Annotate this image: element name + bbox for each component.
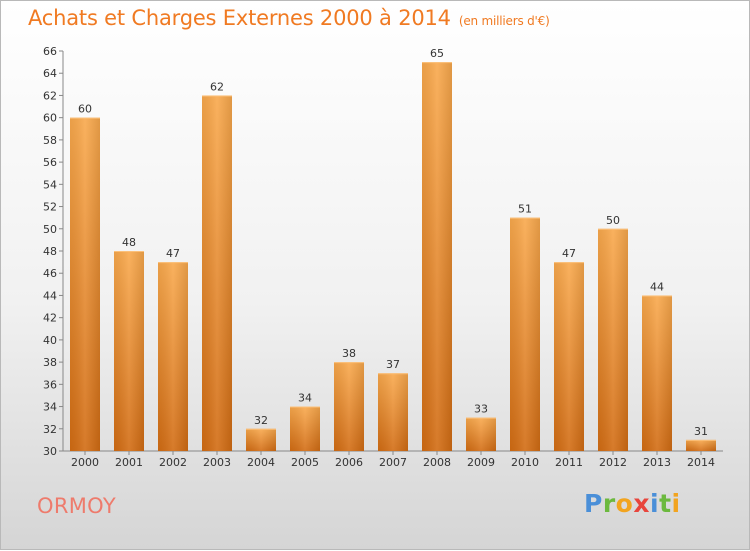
labels: 2000 60 2001 48 2002 47 2003 62 2004 32 2005 34 2006… [71,47,715,469]
bar-shade [202,95,232,451]
y-tick-label: 58 [43,134,57,147]
y-tick-label: 38 [43,356,57,369]
data-label: 31 [694,425,708,438]
data-label: 50 [606,214,620,227]
y-tick-label: 64 [43,67,57,80]
x-tick-label: 2005 [291,456,319,469]
x-tick-label: 2014 [687,456,715,469]
x-tick-label: 2000 [71,456,99,469]
data-label: 44 [650,280,664,293]
data-label: 34 [298,392,312,405]
data-label: 51 [518,203,532,216]
y-tick-label: 62 [43,89,57,102]
x-tick-label: 2013 [643,456,671,469]
data-label: 33 [474,403,488,416]
y-tick-label: 52 [43,201,57,214]
x-tick-label: 2004 [247,456,275,469]
data-label: 38 [342,347,356,360]
proxiti-logo: Proxiti [584,489,681,518]
y-tick-label: 56 [43,156,57,169]
x-tick-label: 2012 [599,456,627,469]
data-label: 65 [430,47,444,60]
commune-name: ORMOY [37,494,116,518]
y-tick-label: 34 [43,401,57,414]
bar-shade [70,117,100,452]
y-tick-label: 60 [43,112,57,125]
data-label: 37 [386,358,400,371]
logo-letter: o [615,489,634,518]
bar-shade [642,295,672,451]
x-tick-label: 2007 [379,456,407,469]
y-tick-label: 48 [43,245,57,258]
x-tick-label: 2011 [555,456,583,469]
y-tick-label: 50 [43,223,57,236]
y-tick-label: 66 [43,45,57,58]
x-tick-label: 2006 [335,456,363,469]
y-tick-label: 54 [43,178,57,191]
logo-letter: r [602,489,616,518]
bar-shade [334,362,364,451]
bar-shade [598,228,628,451]
chart-title: Achats et Charges Externes 2000 à 2014 (e… [28,6,550,30]
bar-shade [510,217,540,451]
chart-unit: (en milliers d'€) [458,14,550,28]
logo-letter: i [671,489,681,518]
x-tick-label: 2008 [423,456,451,469]
logo-letter: P [584,489,603,518]
x-tick-label: 2001 [115,456,143,469]
logo-letter: t [659,489,672,518]
data-label: 62 [210,80,224,93]
logo-letter: i [650,489,660,518]
data-label: 48 [122,236,136,249]
x-tick-label: 2003 [203,456,231,469]
y-tick-label: 40 [43,334,57,347]
y-tick-label: 44 [43,289,57,302]
chart-title-text: Achats et Charges Externes 2000 à 2014 [28,6,451,30]
y-tick-label: 42 [43,312,57,325]
data-label: 60 [78,103,92,116]
bar-shade [114,251,144,451]
data-label: 47 [562,247,576,260]
bar-shade [422,62,452,451]
bars [70,62,716,452]
data-label: 32 [254,414,268,427]
data-label: 47 [166,247,180,260]
bar-shade [246,428,276,451]
bar-shade [290,406,320,451]
bar-shade [378,373,408,451]
y-tick-label: 30 [43,445,57,458]
x-tick-label: 2009 [467,456,495,469]
y-tick-label: 36 [43,378,57,391]
y-tick-label: 32 [43,423,57,436]
bar-shade [158,262,188,451]
bar-shade [466,417,496,451]
x-tick-label: 2010 [511,456,539,469]
x-tick-label: 2002 [159,456,187,469]
logo-letter: x [633,489,650,518]
bar-shade [686,439,716,451]
bar-shade [554,262,584,451]
y-tick-label: 46 [43,267,57,280]
axes: 30 32 34 36 38 40 42 44 46 48 50 52 54 56 58 60 62 64 66 [43,45,723,458]
